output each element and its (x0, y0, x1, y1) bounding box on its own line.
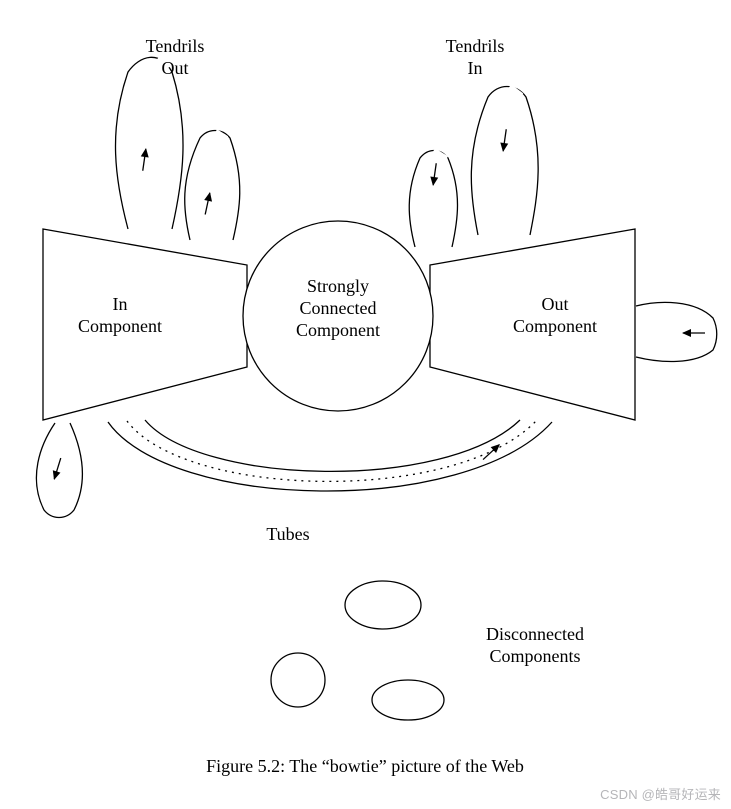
svg-text:Tendrils: Tendrils (446, 36, 505, 56)
svg-text:Disconnected: Disconnected (486, 624, 584, 644)
svg-text:Component: Component (296, 320, 380, 340)
bowtie-diagram: TendrilsOutTendrilsInInComponentStrongly… (0, 0, 731, 809)
svg-text:In: In (468, 58, 483, 78)
disconnected-circle (271, 653, 325, 707)
svg-text:Tubes: Tubes (266, 524, 309, 544)
tendril-out-1 (115, 57, 183, 229)
tendril-right (636, 302, 717, 361)
svg-text:Out: Out (162, 58, 189, 78)
figure-caption: Figure 5.2: The “bowtie” picture of the … (206, 756, 524, 776)
watermark: CSDN @皓哥好运来 (600, 784, 721, 803)
svg-text:In: In (113, 294, 128, 314)
tube-inner (145, 420, 520, 471)
tendril-out-2 (185, 131, 240, 241)
tendril-bottom-left (36, 423, 82, 518)
tendril-in-1 (409, 151, 457, 248)
svg-text:Component: Component (78, 316, 162, 336)
disconnected-ellipse-1 (345, 581, 421, 629)
svg-text:Component: Component (513, 316, 597, 336)
svg-text:Tendrils: Tendrils (146, 36, 205, 56)
svg-text:Connected: Connected (300, 298, 377, 318)
disconnected-ellipse-2 (372, 680, 444, 720)
svg-text:Components: Components (489, 646, 580, 666)
svg-text:Strongly: Strongly (307, 276, 369, 296)
svg-text:Out: Out (542, 294, 569, 314)
tendril-in-2 (471, 87, 538, 236)
